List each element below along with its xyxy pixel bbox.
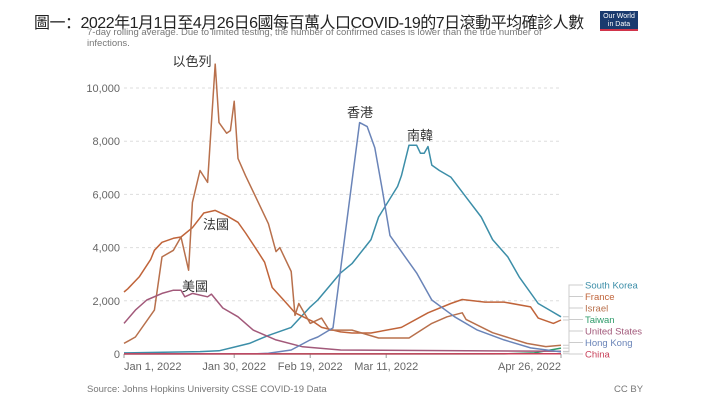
x-tick-label: Apr 26, 2022	[498, 361, 561, 373]
legend-item-taiwan[interactable]: Taiwan	[585, 315, 615, 326]
legend-connector	[563, 284, 583, 318]
source-note: Source: Johns Hopkins University CSSE CO…	[87, 384, 327, 395]
annotation-label: 美國	[182, 280, 208, 295]
legend-item-hong-kong[interactable]: Hong Kong	[585, 338, 633, 349]
legend-connector	[563, 307, 583, 346]
legend-item-china[interactable]: China	[585, 350, 611, 361]
y-tick-label: 2,000	[92, 296, 120, 308]
legend-item-israel[interactable]: Israel	[585, 304, 608, 315]
license-link[interactable]: CC BY	[614, 384, 644, 395]
series-line-hong-kong	[123, 121, 562, 355]
series-line-united-states	[123, 289, 562, 353]
y-tick-label: 8,000	[92, 136, 120, 148]
y-tick-label: 0	[114, 349, 120, 361]
annotation-label: 以色列	[172, 54, 211, 70]
annotation-label: 香港	[347, 106, 373, 121]
legend-connector	[563, 319, 583, 349]
y-tick-label: 4,000	[92, 243, 120, 255]
y-tick-label: 10,000	[86, 83, 120, 95]
legend-connector	[563, 330, 583, 352]
series-line-south-korea	[123, 144, 562, 354]
legend-item-south-korea[interactable]: South Korea	[585, 281, 639, 292]
chart-title: 圖一：2022年1月1日至4月26日6國每百萬人口COVID-19的7日滾動平均…	[34, 15, 584, 32]
logo-text: Our World in Data	[603, 13, 635, 28]
legend-connector	[563, 342, 583, 353]
x-tick-label: Mar 11, 2022	[354, 361, 418, 373]
x-tick-label: Jan 30, 2022	[202, 361, 266, 373]
x-tick-label: Jan 1, 2022	[124, 361, 182, 373]
y-tick-label: 6,000	[92, 189, 120, 201]
chart-subtitle: 7-day rolling average. Due to limited te…	[87, 27, 542, 49]
legend-item-france[interactable]: France	[585, 292, 615, 303]
legend-item-united-states[interactable]: United States	[585, 327, 642, 338]
annotation-label: 南韓	[407, 128, 433, 144]
series-line-israel	[123, 63, 562, 348]
x-tick-label: Feb 19, 2022	[278, 361, 343, 373]
series-line-france	[123, 209, 562, 334]
annotation-label: 法國	[203, 218, 229, 233]
owid-logo[interactable]: Our World in Data	[600, 11, 638, 31]
